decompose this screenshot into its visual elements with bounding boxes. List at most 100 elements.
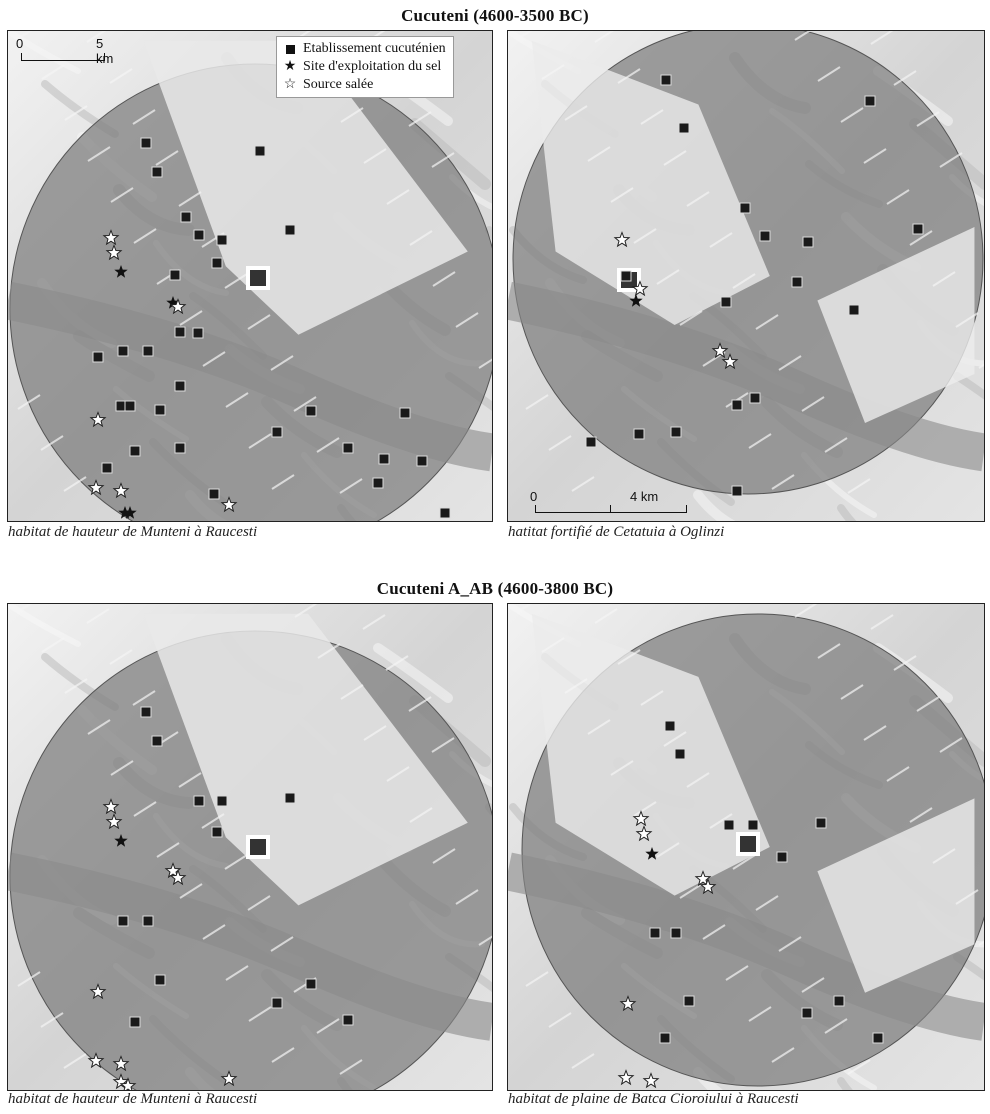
scale-mid-tick — [610, 505, 611, 512]
settlement-marker — [399, 407, 411, 419]
legend-row-settlement: Etablissement cucuténien — [283, 40, 446, 58]
salt-source-star — [169, 869, 187, 886]
salt-source-star — [631, 280, 649, 297]
relief-texture — [518, 31, 984, 494]
salt-site-star — [118, 506, 132, 519]
salt-source-star — [699, 878, 717, 895]
map-panel-batca-cioroiului — [507, 603, 985, 1091]
map-graphic-3 — [8, 604, 492, 1090]
settlement-marker — [872, 1032, 884, 1044]
salt-source-star — [169, 298, 187, 315]
settlement-marker — [193, 229, 205, 241]
settlement-marker — [659, 1032, 671, 1044]
settlement-marker — [683, 995, 695, 1007]
settlement-marker — [305, 405, 317, 417]
settlement-marker — [142, 915, 154, 927]
legend-settlement-label: Etablissement cucuténien — [303, 41, 446, 56]
settlement-marker — [305, 978, 317, 990]
legend-row-salt-site: ★ Site d'exploitation du sel — [283, 58, 446, 76]
settlement-marker — [678, 122, 690, 134]
settlement-marker — [670, 927, 682, 939]
salt-source-star — [642, 1072, 660, 1089]
settlement-marker — [864, 95, 876, 107]
settlement-marker — [208, 488, 220, 500]
map-panel-munteni-2 — [7, 603, 493, 1091]
settlement-marker — [912, 223, 924, 235]
salt-source-star — [112, 482, 130, 499]
filled-square-icon — [283, 44, 297, 54]
scale-end-label: 5 km — [96, 36, 114, 66]
settlement-marker — [180, 211, 192, 223]
settlement-marker — [759, 230, 771, 242]
settlement-marker — [749, 392, 761, 404]
settlement-marker — [660, 74, 672, 86]
map-graphic-4 — [508, 604, 984, 1090]
salt-source-star — [102, 798, 120, 815]
salt-site-star — [123, 506, 137, 519]
settlement-marker — [439, 507, 451, 519]
settlement-marker — [154, 974, 166, 986]
plateau-light-area — [817, 227, 975, 423]
relief-texture — [17, 604, 492, 1075]
salt-source-star — [164, 862, 182, 879]
panel-caption-4: habitat de plaine de Batca Cioroiului à … — [508, 1091, 799, 1107]
settlement-marker — [378, 453, 390, 465]
plateau-light-area — [143, 40, 468, 335]
salt-source-star — [721, 353, 739, 370]
scale-zero-label: 0 — [530, 489, 538, 504]
salt-site-star — [114, 834, 128, 847]
salt-source-star — [102, 229, 120, 246]
scale-bar-line — [21, 53, 105, 61]
section-title-1: Cucuteni (4600-3500 BC) — [401, 6, 589, 25]
salt-source-star — [112, 1073, 130, 1090]
plateau-light-area — [531, 40, 770, 326]
scale-bar-2: 0 4 km — [530, 489, 730, 519]
scale-bar-1: 0 5 km — [16, 36, 116, 66]
settlement-marker — [674, 748, 686, 760]
legend-salt-site-label: Site d'exploitation du sel — [303, 59, 442, 74]
salt-source-star — [220, 1070, 238, 1087]
settlement-marker — [815, 817, 827, 829]
settlement-marker — [739, 202, 751, 214]
settlement-marker — [117, 915, 129, 927]
settlement-marker — [633, 428, 645, 440]
settlement-marker — [169, 269, 181, 281]
valley-band — [508, 852, 984, 1041]
settlement-marker — [271, 997, 283, 1009]
settlement-marker — [284, 792, 296, 804]
settlement-marker — [129, 445, 141, 457]
valley-band — [8, 852, 492, 1041]
outline-star-icon: ☆ — [283, 77, 297, 92]
salt-source-star — [711, 342, 729, 359]
salt-source-star — [89, 411, 107, 428]
map-graphic-1 — [8, 31, 492, 521]
relief-texture — [518, 604, 984, 1075]
settlement-marker — [284, 224, 296, 236]
map-panel-munteni-1: 0 5 km Etablissement cucuténien ★ Site d… — [7, 30, 493, 522]
settlement-marker — [101, 462, 113, 474]
section-title-2: Cucuteni A_AB (4600-3800 BC) — [376, 579, 614, 598]
settlement-marker — [802, 236, 814, 248]
settlement-marker — [129, 1016, 141, 1028]
settlement-marker — [142, 345, 154, 357]
settlement-marker — [154, 404, 166, 416]
scale-end-label: 4 km — [630, 489, 659, 504]
main-site-marker-inner — [250, 839, 266, 855]
salt-source-star — [617, 1069, 635, 1086]
salt-source-star — [220, 496, 238, 513]
filled-star-icon: ★ — [283, 59, 297, 74]
settlement-marker — [585, 436, 597, 448]
salt-source-star — [112, 1055, 130, 1072]
panel-caption-1: habitat de hauteur de Munteni à Raucesti — [8, 524, 258, 540]
settlement-marker — [801, 1007, 813, 1019]
map-graphic-2 — [508, 31, 984, 521]
salt-source-star — [105, 244, 123, 261]
scale-zero-label: 0 — [16, 36, 24, 51]
salt-source-star — [632, 810, 650, 827]
main-site-marker-inner — [250, 270, 266, 286]
main-site-marker-inner — [740, 836, 756, 852]
settlement-marker — [649, 927, 661, 939]
settlement-marker — [151, 735, 163, 747]
settlement-marker — [342, 1014, 354, 1026]
settlement-marker — [723, 819, 735, 831]
